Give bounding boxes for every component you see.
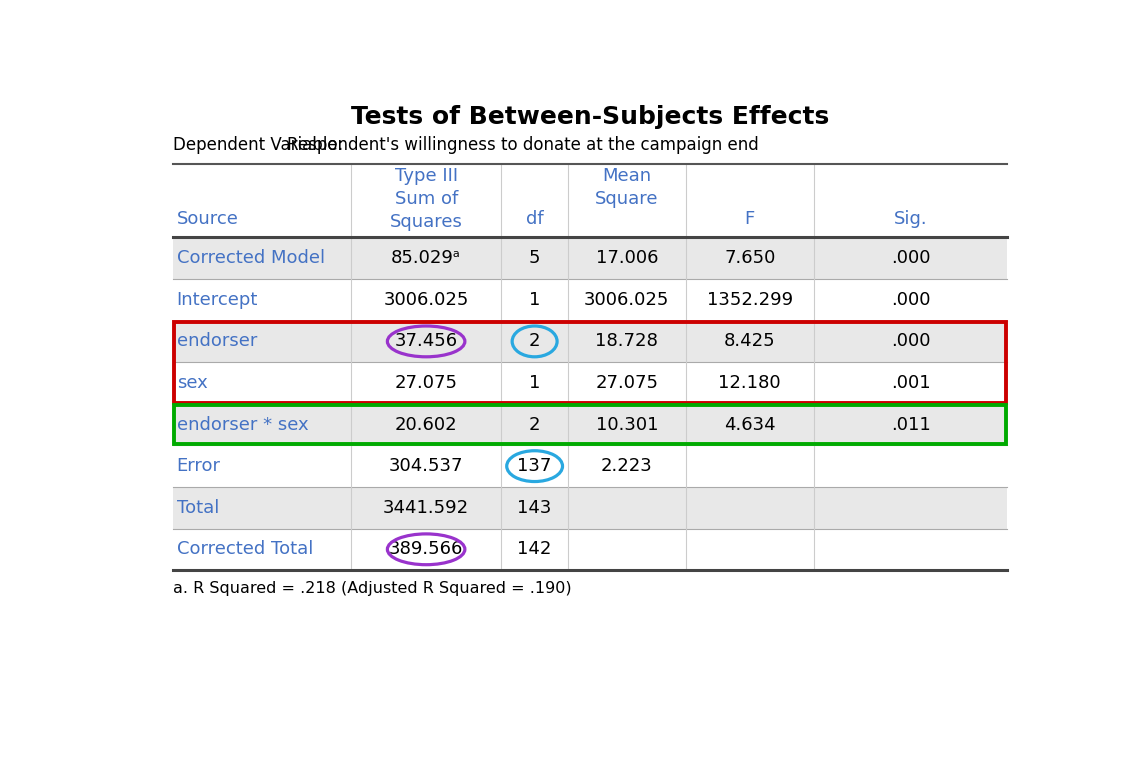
Bar [174,322,1006,403]
Text: Mean
Square: Mean Square [595,168,659,208]
Text: 12.180: 12.180 [719,374,782,392]
Bar [173,487,1007,529]
Text: .000: .000 [890,332,931,350]
Text: Total: Total [176,499,219,517]
Text: 10.301: 10.301 [596,416,658,434]
Text: 142: 142 [518,540,552,558]
Text: 1: 1 [529,291,540,309]
Text: 8.425: 8.425 [724,332,776,350]
Text: Intercept: Intercept [176,291,258,309]
Bar [173,164,1007,237]
Bar [173,362,1007,404]
Text: a. R Squared = .218 (Adjusted R Squared = .190): a. R Squared = .218 (Adjusted R Squared … [173,581,572,596]
Text: 1: 1 [529,374,540,392]
Text: endorser: endorser [176,332,257,350]
Bar [174,405,1006,444]
Text: 137: 137 [518,457,552,475]
Text: F: F [745,210,755,228]
Text: sex: sex [176,374,207,392]
Text: 4.634: 4.634 [724,416,776,434]
Text: 2: 2 [528,332,541,350]
Text: Source: Source [176,210,238,228]
Text: 3006.025: 3006.025 [584,291,669,309]
Text: Tests of Between-Subjects Effects: Tests of Between-Subjects Effects [351,106,830,129]
Bar [173,529,1007,570]
Text: 304.537: 304.537 [388,457,463,475]
Text: 17.006: 17.006 [596,249,658,267]
Text: 20.602: 20.602 [395,416,457,434]
Text: 7.650: 7.650 [724,249,776,267]
Text: Type III
Sum of
Squares: Type III Sum of Squares [390,168,463,231]
Text: Corrected Model: Corrected Model [176,249,324,267]
Text: 389.566: 389.566 [388,540,463,558]
Text: 3006.025: 3006.025 [384,291,469,309]
Bar [173,445,1007,487]
Bar [173,321,1007,362]
Text: .000: .000 [890,249,931,267]
Text: .001: .001 [890,374,931,392]
Text: df: df [526,210,543,228]
Text: .011: .011 [890,416,931,434]
Text: Respondent's willingness to donate at the campaign end: Respondent's willingness to donate at th… [288,136,759,154]
Text: 3441.592: 3441.592 [383,499,469,517]
Text: 27.075: 27.075 [394,374,457,392]
Text: 143: 143 [518,499,552,517]
Text: Sig.: Sig. [894,210,927,228]
Text: 37.456: 37.456 [394,332,457,350]
Bar [173,404,1007,445]
Text: 2: 2 [528,416,541,434]
Text: endorser * sex: endorser * sex [176,416,308,434]
Text: .000: .000 [890,291,931,309]
Text: Dependent Variable:: Dependent Variable: [173,136,343,154]
Text: 85.029ᵃ: 85.029ᵃ [391,249,461,267]
Bar [173,237,1007,279]
Text: Corrected Total: Corrected Total [176,540,313,558]
Text: 27.075: 27.075 [596,374,658,392]
Text: 2.223: 2.223 [601,457,653,475]
Bar [173,279,1007,321]
Text: Error: Error [176,457,220,475]
Text: 5: 5 [528,249,541,267]
Text: 1352.299: 1352.299 [707,291,793,309]
Text: 18.728: 18.728 [596,332,658,350]
